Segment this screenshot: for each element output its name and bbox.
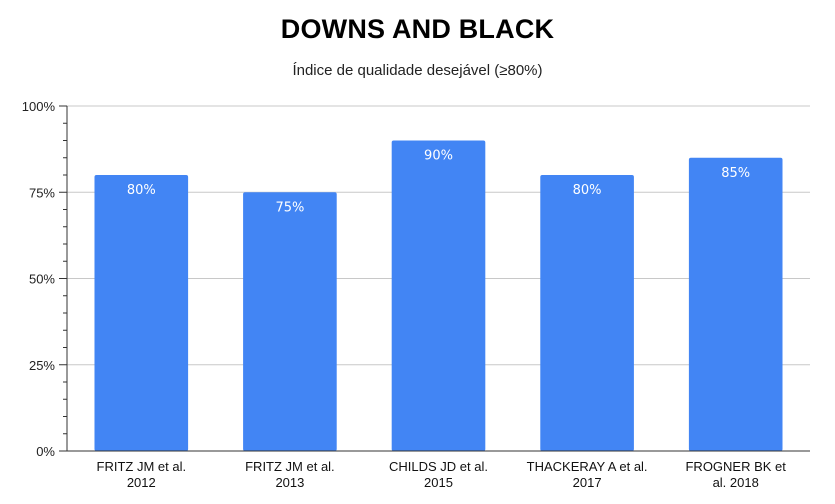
y-tick-label: 50% xyxy=(29,272,55,287)
data-label: 80% xyxy=(573,183,602,198)
x-tick-label: FROGNER BK et xyxy=(685,459,786,474)
x-tick-label: FRITZ JM et al. xyxy=(245,459,335,474)
bars: 80% 75% 90% 80% 85% xyxy=(94,140,783,451)
y-tick-label: 75% xyxy=(29,185,55,200)
bar xyxy=(243,192,337,451)
y-axis: 0% 25% 50% 75% 100% xyxy=(22,99,810,459)
bar xyxy=(540,175,634,451)
y-tick-label: 0% xyxy=(36,444,55,459)
x-tick-label: 2012 xyxy=(127,475,156,490)
y-tick-label: 100% xyxy=(22,99,56,114)
bar xyxy=(391,140,486,451)
x-tick-label: 2013 xyxy=(275,475,304,490)
chart-title: DOWNS AND BLACK xyxy=(280,14,555,44)
y-tick-label: 25% xyxy=(29,358,55,373)
x-tick-label: al. 2018 xyxy=(713,475,759,490)
x-tick-label: 2015 xyxy=(424,475,453,490)
x-tick-label: THACKERAY A et al. xyxy=(527,459,648,474)
data-label: 75% xyxy=(275,200,304,215)
chart-subtitle: Índice de qualidade desejável (≥80%) xyxy=(292,62,543,79)
bar xyxy=(94,175,189,451)
x-tick-label: 2017 xyxy=(573,475,602,490)
x-tick-label: CHILDS JD et al. xyxy=(389,459,488,474)
x-tick-label: FRITZ JM et al. xyxy=(97,459,187,474)
data-label: 90% xyxy=(424,149,453,164)
bar xyxy=(688,157,783,451)
data-label: 80% xyxy=(127,183,156,198)
data-label: 85% xyxy=(721,166,750,181)
